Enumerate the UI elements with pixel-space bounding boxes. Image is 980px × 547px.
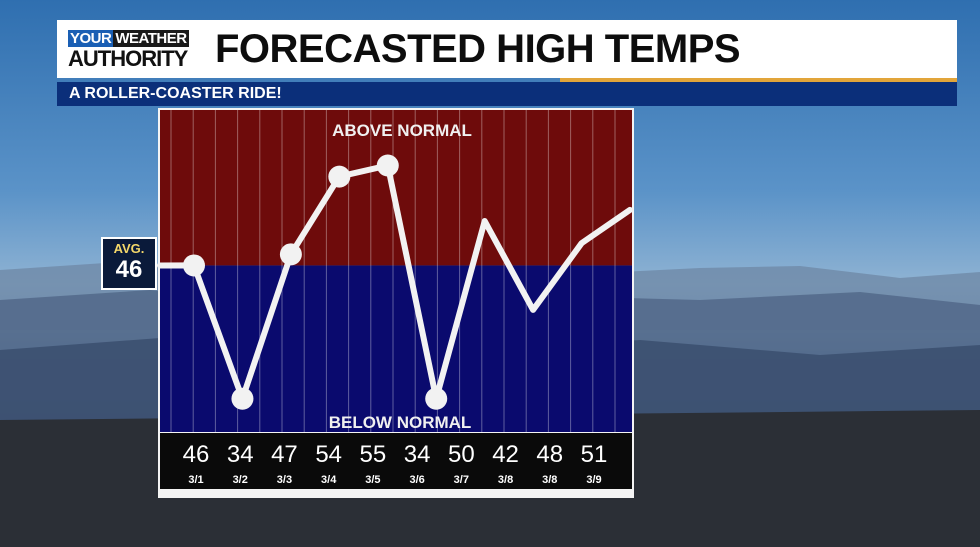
data-value-label: 54 [315, 441, 342, 468]
date-tick-label: 3/8 [542, 474, 557, 486]
data-point-marker [183, 254, 205, 277]
date-tick-label: 3/1 [188, 474, 203, 486]
title-accent-line [560, 78, 957, 82]
average-label: AVG. [113, 241, 145, 256]
above-normal-label: ABOVE NORMAL [332, 121, 472, 140]
below-normal-zone [160, 265, 632, 432]
logo-top-row: YOUR WEATHER [68, 30, 189, 48]
logo-word-authority: AUTHORITY [68, 46, 188, 71]
date-tick-label: 3/2 [233, 474, 248, 486]
page-title: FORECASTED HIGH TEMPS [215, 27, 741, 71]
data-value-label: 42 [492, 441, 519, 468]
data-value-label: 34 [404, 441, 431, 468]
data-value-label: 48 [536, 441, 563, 468]
logo-word-weather: WEATHER [113, 30, 189, 47]
data-value-label: 51 [581, 441, 608, 468]
subtitle: A ROLLER-COASTER RIDE! [69, 85, 282, 102]
below-normal-label: BELOW NORMAL [329, 413, 472, 432]
data-value-label: 34 [227, 441, 254, 468]
data-point-marker [425, 387, 448, 410]
title-bar [57, 20, 957, 78]
average-badge: AVG. 46 [101, 237, 157, 290]
value-band [160, 433, 632, 489]
average-value: 46 [115, 256, 143, 283]
value-band-border [160, 489, 632, 497]
date-tick-label: 3/5 [365, 474, 380, 486]
data-point-marker [279, 243, 302, 266]
date-tick-label: 3/6 [409, 474, 424, 486]
above-normal-zone [160, 110, 632, 266]
data-point-marker [231, 387, 254, 410]
data-value-label: 50 [448, 441, 475, 468]
data-point-marker [376, 154, 399, 177]
logo-word-your: YOUR [68, 30, 114, 47]
date-tick-label: 3/3 [277, 474, 292, 486]
data-value-label: 46 [183, 441, 210, 468]
data-point-marker [328, 165, 351, 188]
date-tick-label: 3/4 [321, 474, 337, 486]
data-value-label: 47 [271, 441, 298, 468]
station-logo: YOUR WEATHER AUTHORITY [68, 30, 202, 72]
subtitle-bar: A ROLLER-COASTER RIDE! [57, 82, 957, 106]
date-tick-label: 3/7 [454, 474, 469, 486]
date-tick-label: 3/9 [586, 474, 601, 486]
date-tick-label: 3/8 [498, 474, 513, 486]
data-value-label: 55 [360, 441, 387, 468]
